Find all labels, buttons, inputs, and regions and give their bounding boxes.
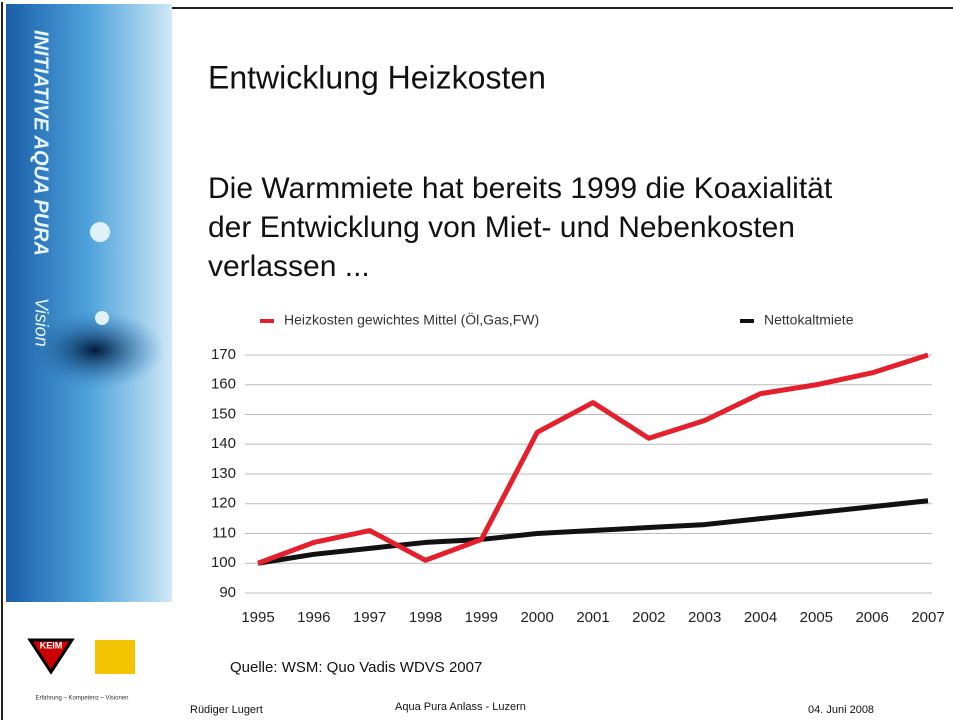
y-tick-label: 100 — [211, 554, 236, 571]
x-tick-label: 1997 — [353, 609, 386, 626]
body-line: der Entwicklung von Miet- und Nebenkoste… — [208, 211, 795, 244]
x-tick-label: 1998 — [409, 609, 442, 626]
y-tick-label: 120 — [211, 495, 236, 512]
sidebar-title: INITIATIVE AQUA PURA — [30, 30, 52, 256]
x-tick-label: 2000 — [520, 609, 553, 626]
source: Quelle: WSM: Quo Vadis WDVS 2007 — [230, 659, 482, 676]
y-tick-label: 160 — [211, 376, 236, 393]
x-tick-label: 1999 — [465, 609, 498, 626]
y-tick-label: 150 — [211, 405, 236, 422]
x-tick-label: 2006 — [855, 609, 888, 626]
y-tick-label: 130 — [211, 465, 236, 482]
footer-date: 04. Juni 2008 — [808, 704, 874, 716]
x-tick-label: 2004 — [744, 609, 777, 626]
keim-logo — [27, 638, 75, 675]
y-tick-label: 90 — [219, 584, 236, 601]
x-tick-label: 2002 — [632, 609, 665, 626]
series-line — [257, 498, 929, 566]
droplet — [90, 222, 110, 242]
footer-author: Rüdiger Lugert — [190, 704, 263, 716]
sidebar-text: INITIATIVE AQUA PURA Vision — [30, 30, 52, 347]
partner-logo — [95, 640, 135, 674]
x-tick-label: 1995 — [241, 609, 274, 626]
x-tick-label: 2005 — [800, 609, 833, 626]
x-tick-label: 2003 — [688, 609, 721, 626]
y-tick-label: 110 — [212, 524, 236, 541]
y-tick-label: 170 — [211, 346, 236, 363]
logo-text: KEIM — [40, 640, 63, 650]
body-line: Die Warmmiete hat bereits 1999 die Koaxi… — [208, 172, 833, 205]
footer-event: Aqua Pura Anlass - Luzern — [395, 701, 526, 713]
y-tick-label: 140 — [211, 435, 236, 452]
x-tick-label: 2001 — [576, 609, 609, 626]
sidebar-subtitle: Vision — [31, 298, 51, 347]
legend-label: Heizkosten gewichtes Mittel (Öl,Gas,FW) — [284, 311, 539, 328]
slide-title: Entwicklung Heizkosten — [208, 59, 546, 95]
x-tick-label: 1996 — [297, 609, 330, 626]
body-line: verlassen ... — [208, 250, 370, 283]
legend-label: Nettokaltmiete — [764, 312, 854, 328]
sidebar — [6, 4, 172, 602]
water-drop — [25, 310, 165, 390]
series-line — [257, 352, 929, 566]
droplet — [95, 311, 109, 325]
x-tick-label: 2007 — [911, 609, 944, 626]
tagline: Erfahrung – Kompetenz – Visionen — [36, 696, 129, 702]
